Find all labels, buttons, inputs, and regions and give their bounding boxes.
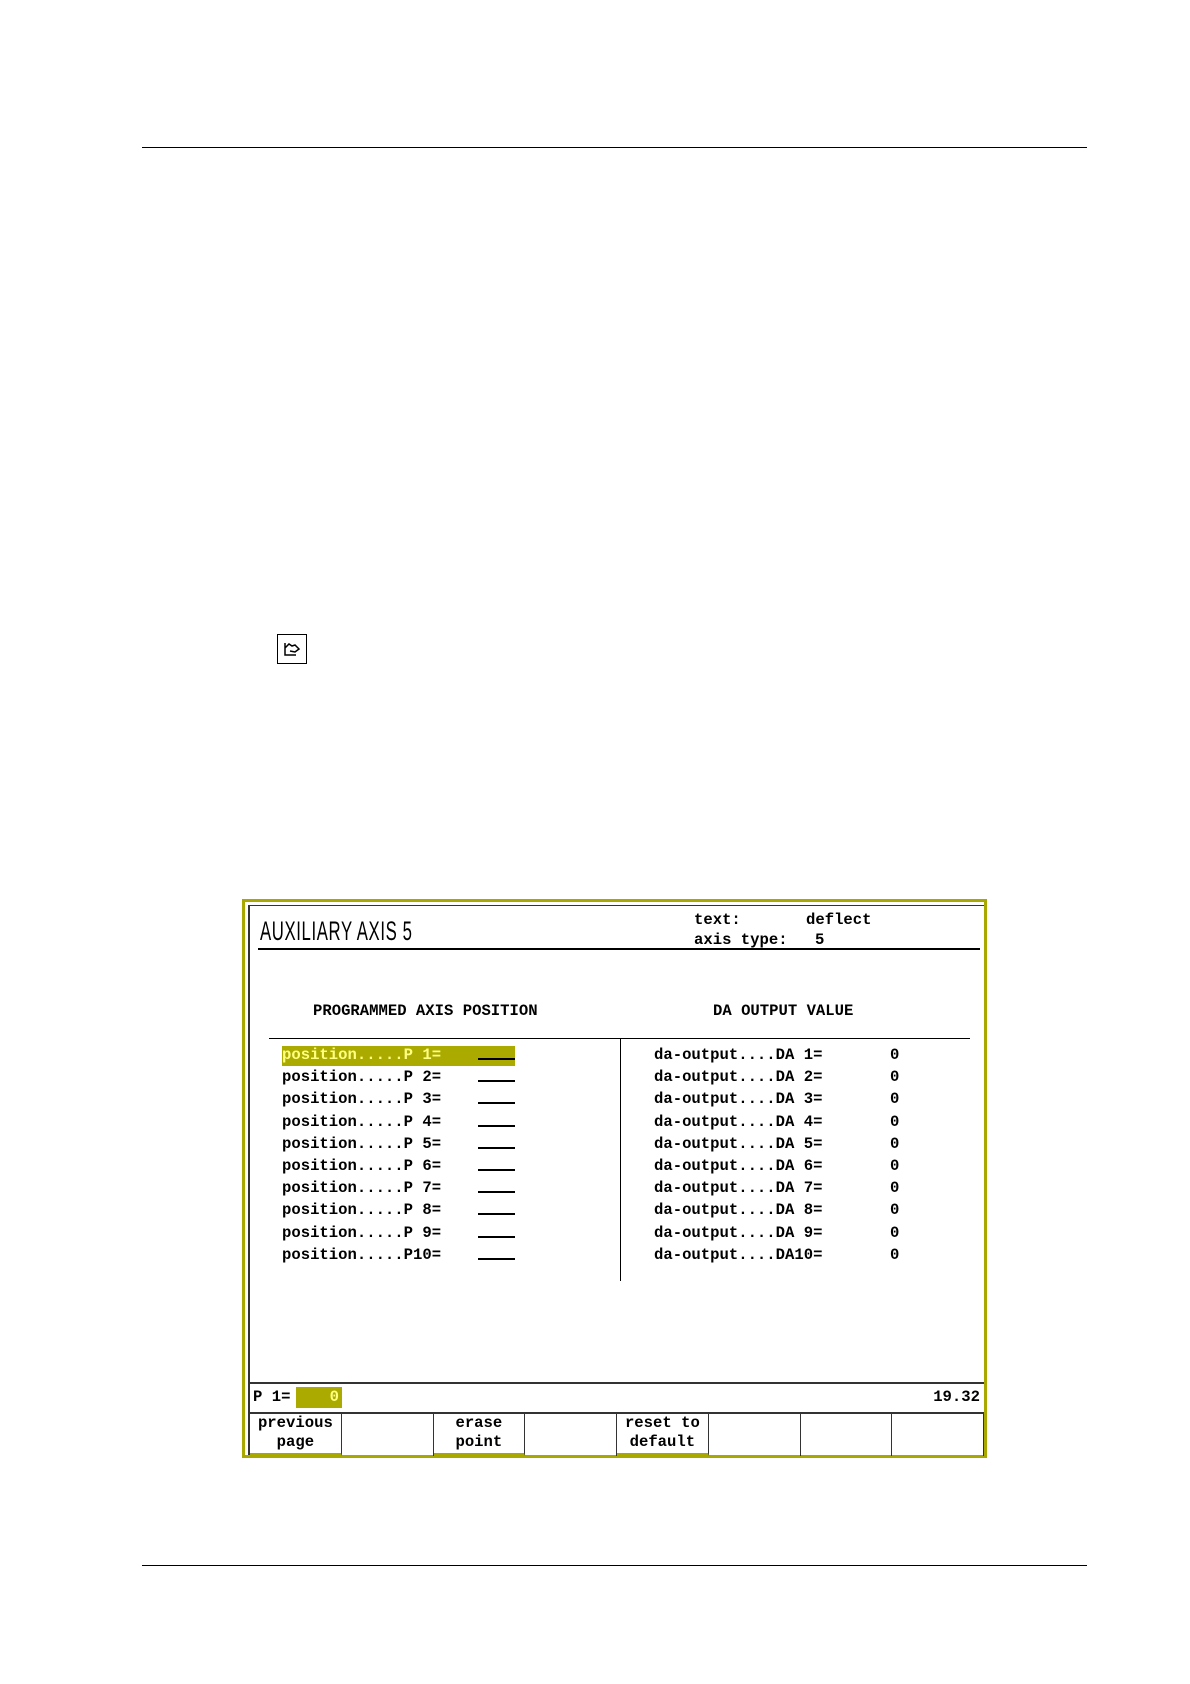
da-output-label: da-output....DA 1= — [654, 1046, 823, 1064]
softkey-2[interactable] — [342, 1412, 434, 1456]
position-value-field[interactable] — [478, 1068, 515, 1083]
input-label: P 1= — [253, 1388, 291, 1406]
position-label: position.....P 6= — [282, 1157, 442, 1175]
clock: 19.32 — [933, 1388, 980, 1406]
position-label: position.....P 2= — [282, 1068, 442, 1087]
da-output-value[interactable]: 0 — [890, 1112, 900, 1131]
status-bar: P 1= 0 19.32 — [250, 1382, 984, 1414]
position-row[interactable]: position.....P 7= — [282, 1179, 515, 1199]
position-label: position.....P10= — [282, 1245, 442, 1264]
position-label: position.....P 9= — [282, 1223, 442, 1242]
right-header: DA OUTPUT VALUE — [713, 1002, 854, 1020]
position-value-field[interactable] — [478, 1246, 515, 1260]
da-output-label: da-output....DA 2= — [654, 1068, 823, 1087]
position-value-field[interactable] — [478, 1113, 515, 1127]
position-value-field[interactable] — [478, 1201, 515, 1216]
da-output-value[interactable]: 0 — [890, 1245, 900, 1264]
position-label: position.....P 5= — [282, 1134, 442, 1153]
position-value-field[interactable] — [478, 1135, 515, 1149]
softkey-1[interactable]: previous page — [250, 1412, 342, 1456]
softkey-line1: erase — [455, 1414, 503, 1432]
da-output-value[interactable]: 0 — [890, 1046, 900, 1064]
table-divider — [269, 1038, 970, 1039]
softkey-7[interactable] — [801, 1412, 893, 1456]
position-row[interactable]: position.....P 5= — [282, 1135, 515, 1155]
da-output-value[interactable]: 0 — [890, 1157, 900, 1175]
softkey-line1: reset to — [624, 1414, 700, 1432]
da-output-label: da-output....DA 7= — [654, 1179, 823, 1198]
softkey-5[interactable]: reset to default — [617, 1412, 709, 1456]
softkey-line2: page — [276, 1433, 315, 1451]
position-row[interactable]: position.....P 3= — [282, 1090, 515, 1110]
footer-rule — [142, 1565, 1087, 1566]
position-row[interactable]: position.....P 6= — [282, 1157, 515, 1177]
softkey-8[interactable] — [892, 1412, 984, 1456]
position-row[interactable]: position.....P 9= — [282, 1224, 515, 1244]
da-output-label: da-output....DA 4= — [654, 1112, 823, 1131]
header-rule — [142, 147, 1087, 148]
softkey-line2: point — [455, 1433, 503, 1451]
softkey-line1: previous — [257, 1414, 333, 1432]
da-output-value[interactable]: 0 — [890, 1090, 900, 1109]
da-output-value[interactable]: 0 — [890, 1179, 900, 1198]
softkey-4[interactable] — [525, 1412, 617, 1456]
axis-type-value: 5 — [815, 931, 825, 949]
position-row[interactable]: position.....P 1= — [282, 1046, 515, 1066]
position-label: position.....P 3= — [282, 1090, 442, 1109]
text-label: text: — [694, 911, 741, 929]
position-value-field[interactable] — [478, 1090, 515, 1105]
softkey-bar: previous page erase point reset to default — [250, 1412, 984, 1456]
position-row[interactable]: position.....P 8= — [282, 1201, 515, 1221]
header-divider — [258, 948, 980, 950]
position-label: position.....P 8= — [282, 1201, 442, 1220]
da-output-label: da-output....DA 8= — [654, 1201, 823, 1220]
text-value: deflect — [806, 911, 872, 929]
da-output-value[interactable]: 0 — [890, 1068, 900, 1087]
position-value-field[interactable] — [478, 1046, 515, 1060]
axis-type-label: axis type: — [694, 931, 788, 949]
da-output-label: da-output....DA10= — [654, 1245, 823, 1264]
da-output-value[interactable]: 0 — [890, 1134, 900, 1153]
note-hand-icon — [277, 634, 307, 664]
position-value-field[interactable] — [478, 1179, 515, 1194]
input-field[interactable]: 0 — [296, 1387, 342, 1408]
da-output-value[interactable]: 0 — [890, 1201, 900, 1220]
da-output-value[interactable]: 0 — [890, 1223, 900, 1242]
position-label: position.....P 4= — [282, 1112, 442, 1131]
softkey-line2: default — [629, 1433, 696, 1451]
position-label: position.....P 7= — [282, 1179, 442, 1198]
position-value-field[interactable] — [478, 1224, 515, 1238]
position-row[interactable]: position.....P10= — [282, 1246, 515, 1266]
da-output-label: da-output....DA 6= — [654, 1157, 823, 1175]
da-output-label: da-output....DA 9= — [654, 1223, 823, 1242]
position-row[interactable]: position.....P 4= — [282, 1113, 515, 1133]
softkey-6[interactable] — [709, 1412, 801, 1456]
column-divider — [620, 1038, 621, 1281]
position-label: position.....P 1= — [282, 1046, 442, 1064]
position-value-field[interactable] — [478, 1157, 515, 1171]
screen-title: AUXILIARY AXIS 5 — [260, 916, 413, 946]
machine-screen: AUXILIARY AXIS 5 text: deflect axis type… — [242, 899, 987, 1458]
position-row[interactable]: position.....P 2= — [282, 1068, 515, 1088]
softkey-3[interactable]: erase point — [433, 1412, 526, 1456]
da-output-label: da-output....DA 3= — [654, 1090, 823, 1109]
da-output-label: da-output....DA 5= — [654, 1134, 823, 1153]
left-header: PROGRAMMED AXIS POSITION — [313, 1002, 538, 1020]
